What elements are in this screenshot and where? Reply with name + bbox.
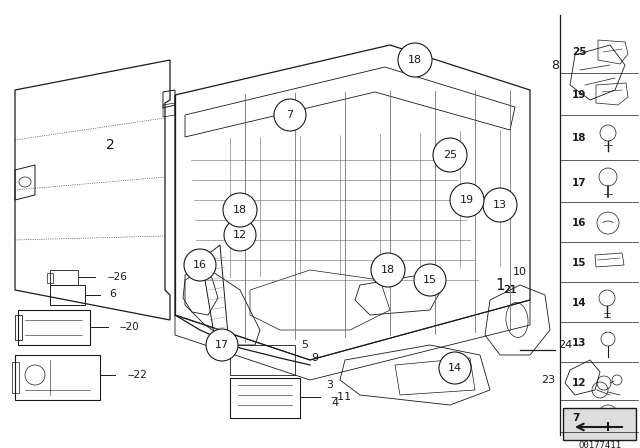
Circle shape	[433, 138, 467, 172]
Text: ‒11: ‒11	[330, 392, 351, 402]
Circle shape	[450, 183, 484, 217]
Circle shape	[224, 219, 256, 251]
Text: 7: 7	[572, 413, 579, 423]
FancyBboxPatch shape	[563, 408, 636, 440]
Circle shape	[414, 264, 446, 296]
Text: 18: 18	[572, 133, 586, 143]
Text: 12: 12	[572, 378, 586, 388]
Text: 21: 21	[504, 285, 516, 295]
Text: 13: 13	[493, 200, 507, 210]
Text: 7: 7	[287, 110, 294, 120]
Text: 1: 1	[495, 277, 505, 293]
Text: 16: 16	[193, 260, 207, 270]
Circle shape	[274, 99, 306, 131]
Text: ‒26: ‒26	[107, 272, 127, 282]
Text: 15: 15	[572, 258, 586, 268]
Circle shape	[371, 253, 405, 287]
Text: 14: 14	[572, 298, 587, 308]
Text: 17: 17	[572, 178, 587, 188]
Text: 21: 21	[503, 285, 517, 295]
Text: 25: 25	[443, 150, 457, 160]
Text: 19: 19	[572, 90, 586, 100]
Text: 19: 19	[460, 195, 474, 205]
Text: 5: 5	[301, 340, 308, 350]
Text: 2: 2	[106, 138, 115, 152]
Text: 16: 16	[572, 218, 586, 228]
Text: 23: 23	[541, 375, 555, 385]
Text: 17: 17	[215, 340, 229, 350]
Text: 18: 18	[233, 205, 247, 215]
Text: 25: 25	[572, 47, 586, 57]
Text: ‒22: ‒22	[127, 370, 147, 380]
Text: 6: 6	[109, 289, 116, 299]
Text: 8: 8	[551, 59, 559, 72]
Text: O0177411: O0177411	[579, 440, 621, 448]
Text: ‒20: ‒20	[120, 322, 140, 332]
Text: 13: 13	[572, 338, 586, 348]
Text: 14: 14	[448, 363, 462, 373]
Circle shape	[439, 352, 471, 384]
Circle shape	[223, 193, 257, 227]
Text: 12: 12	[233, 230, 247, 240]
Text: 4: 4	[332, 398, 339, 408]
Text: 10: 10	[513, 267, 527, 277]
Circle shape	[184, 249, 216, 281]
Text: 18: 18	[408, 55, 422, 65]
Text: 9: 9	[312, 353, 319, 363]
Text: 15: 15	[423, 275, 437, 285]
Circle shape	[206, 329, 238, 361]
Text: 24: 24	[558, 340, 572, 350]
Circle shape	[398, 43, 432, 77]
Text: 3: 3	[326, 380, 333, 390]
Circle shape	[483, 188, 517, 222]
Text: 18: 18	[381, 265, 395, 275]
